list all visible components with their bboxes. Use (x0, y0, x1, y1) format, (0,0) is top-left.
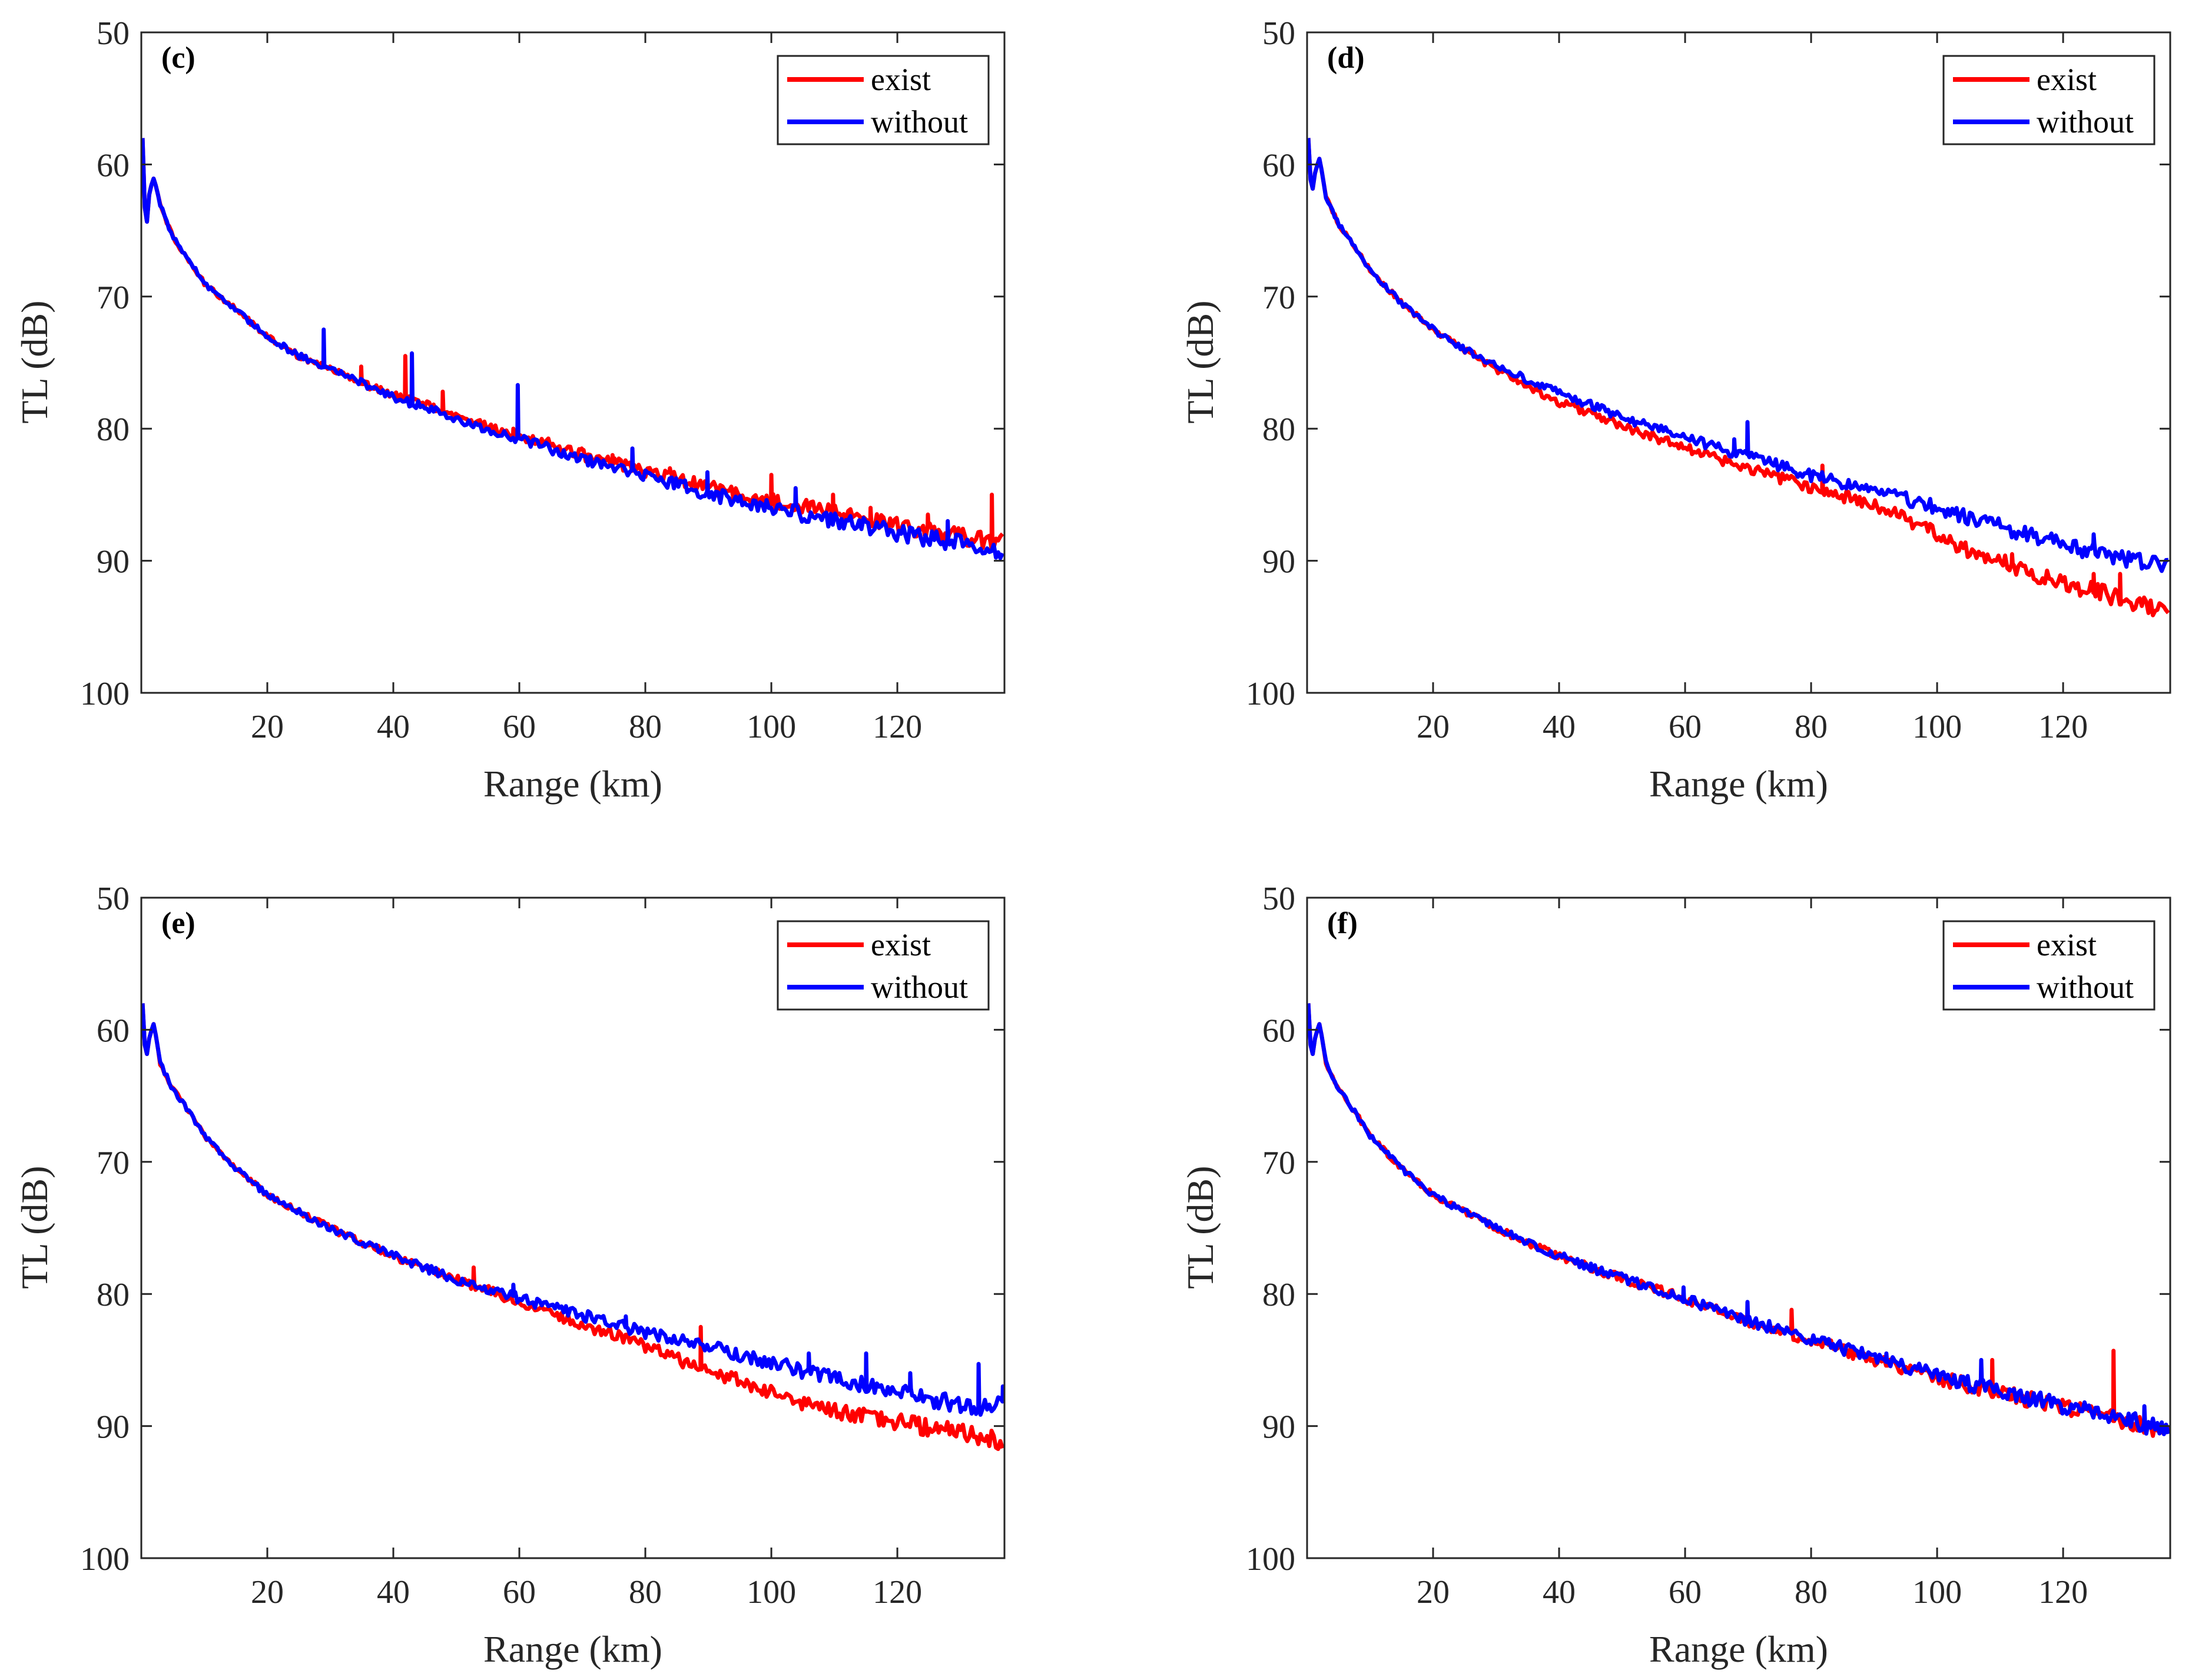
axes-frame-f (1306, 897, 2171, 1559)
y-tick-label-e: 80 (97, 1277, 130, 1313)
legend-box-c (777, 55, 990, 145)
legend-c: exist without (777, 55, 990, 145)
x-axis-title-e: Range (km) (483, 1628, 662, 1670)
series-line-without-c (141, 138, 1004, 560)
legend-d: exist without (1942, 55, 2155, 145)
legend-label-without-d: without (2037, 104, 2134, 140)
series-group-f (1307, 1003, 2170, 1438)
y-tick-label-c: 70 (97, 280, 130, 316)
y-tick-label-e: 90 (97, 1409, 130, 1446)
y-tick-label-e: 100 (80, 1541, 130, 1578)
x-tick-label-f: 40 (1543, 1574, 1576, 1611)
series-group-c (141, 138, 1004, 560)
y-tick-label-f: 100 (1246, 1541, 1295, 1578)
x-tick-label-c: 60 (503, 709, 536, 745)
legend-label-without-e: without (871, 970, 968, 1005)
x-tick-label-d: 60 (1669, 709, 1702, 745)
legend-e: exist without (777, 920, 990, 1011)
series-line-without-d (1307, 138, 2168, 573)
panel-d: 20 40 60 80 100 120 50 60 70 80 90 100 exist without (… (1179, 15, 2171, 805)
panel-label-c: (c) (161, 41, 195, 75)
panel-e: 20 40 60 80 100 120 50 60 70 80 90 100 exist without (… (14, 881, 1006, 1670)
y-tick-label-f: 60 (1262, 1012, 1295, 1049)
x-tick-label-c: 120 (873, 709, 922, 745)
y-tick-label-c: 80 (97, 411, 130, 448)
axes-frame-e (140, 897, 1006, 1559)
y-tick-label-c: 50 (97, 15, 130, 52)
y-tick-label-e: 50 (97, 881, 130, 917)
x-tick-label-d: 80 (1795, 709, 1828, 745)
panel-label-d: (d) (1327, 41, 1365, 75)
y-axis-title-e: TL (dB) (14, 1166, 55, 1289)
y-tick-label-d: 100 (1246, 676, 1295, 712)
x-tick-label-f: 80 (1795, 1574, 1828, 1611)
legend-label-exist-c: exist (871, 62, 931, 97)
x-tick-label-d: 100 (1912, 709, 1962, 745)
legend-label-without-f: without (2037, 970, 2134, 1005)
legend-box-f (1942, 920, 2155, 1011)
panel-f: 20 40 60 80 100 120 50 60 70 80 90 100 exist without (… (1179, 881, 2171, 1670)
y-tick-label-c: 100 (80, 676, 130, 712)
series-line-without-e (141, 1003, 1004, 1417)
y-tick-label-c: 60 (97, 147, 130, 184)
legend-label-exist-e: exist (871, 927, 931, 962)
x-tick-label-c: 100 (747, 709, 796, 745)
x-tick-label-f: 20 (1417, 1574, 1450, 1611)
panel-label-e: (e) (161, 907, 195, 940)
axes-frame-d (1306, 31, 2171, 694)
series-line-exist-e (141, 1003, 1004, 1451)
x-tick-label-e: 40 (377, 1574, 410, 1611)
x-tick-label-d: 20 (1417, 709, 1450, 745)
y-tick-label-d: 90 (1262, 544, 1295, 580)
y-axis-title-f: TL (dB) (1179, 1166, 1221, 1289)
panel-label-f: (f) (1327, 907, 1358, 940)
x-tick-label-c: 80 (629, 709, 662, 745)
legend-box-e (777, 920, 990, 1011)
legend-label-exist-f: exist (2037, 927, 2097, 962)
y-tick-label-d: 80 (1262, 411, 1295, 448)
x-tick-label-e: 80 (629, 1574, 662, 1611)
x-tick-label-f: 120 (2038, 1574, 2088, 1611)
x-tick-label-f: 100 (1912, 1574, 1962, 1611)
y-tick-label-d: 60 (1262, 147, 1295, 184)
x-tick-label-d: 120 (2038, 709, 2088, 745)
y-tick-label-c: 90 (97, 544, 130, 580)
y-tick-label-f: 50 (1262, 881, 1295, 917)
axes-frame-c (140, 31, 1006, 694)
x-tick-label-d: 40 (1543, 709, 1576, 745)
legend-f: exist without (1942, 920, 2155, 1011)
y-axis-title-c: TL (dB) (14, 300, 55, 423)
legend-label-exist-d: exist (2037, 62, 2097, 97)
x-tick-label-c: 20 (251, 709, 284, 745)
panel-c: 20 40 60 80 100 120 50 60 70 80 90 100 exist without (… (14, 15, 1006, 805)
x-axis-title-d: Range (km) (1649, 763, 1828, 805)
x-tick-label-e: 20 (251, 1574, 284, 1611)
y-axis-title-d: TL (dB) (1179, 300, 1221, 423)
y-tick-label-f: 80 (1262, 1277, 1295, 1313)
x-tick-label-e: 100 (747, 1574, 796, 1611)
legend-box-d (1942, 55, 2155, 145)
series-line-without-f (1307, 1003, 2170, 1436)
series-group-d (1307, 138, 2170, 617)
y-tick-label-f: 70 (1262, 1145, 1295, 1181)
x-tick-label-e: 60 (503, 1574, 536, 1611)
x-tick-label-e: 120 (873, 1574, 922, 1611)
legend-label-without-c: without (871, 104, 968, 140)
y-tick-label-d: 70 (1262, 280, 1295, 316)
series-group-e (141, 1003, 1004, 1451)
y-tick-label-d: 50 (1262, 15, 1295, 52)
y-tick-label-f: 90 (1262, 1409, 1295, 1446)
y-tick-label-e: 70 (97, 1145, 130, 1181)
x-axis-title-f: Range (km) (1649, 1628, 1828, 1670)
x-axis-title-c: Range (km) (483, 763, 662, 805)
x-tick-label-f: 60 (1669, 1574, 1702, 1611)
x-tick-label-c: 40 (377, 709, 410, 745)
y-tick-label-e: 60 (97, 1012, 130, 1049)
